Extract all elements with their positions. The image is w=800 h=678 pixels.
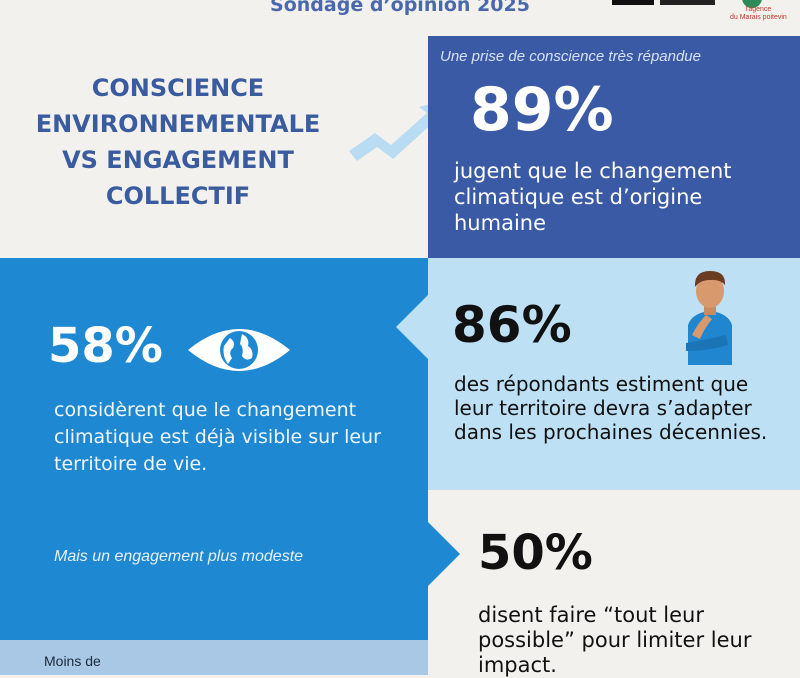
tagline-engagement: Mais un engagement plus modeste [54,548,304,565]
stat-58-text: considèrent que le changement climatique… [54,399,381,475]
stat-58-panel [0,258,428,640]
tagline-awareness: Une prise de conscience très répandue [440,48,701,65]
stat-50-panel [428,490,800,675]
stat-86-text: des répondants estiment que leur territo… [454,372,768,444]
panel-pointer [396,295,428,359]
trend-arrow-icon [349,99,449,161]
stat-89-panel [428,36,800,258]
stat-86-panel [428,258,800,490]
partner-logo [660,0,715,5]
stat-89-text: jugent que le changement climatique est … [454,159,732,235]
agency-logo-text: l'agence du Marais poitevin [730,6,787,21]
bottom-panel [0,640,428,675]
agency-logo-icon [742,0,762,8]
thinking-person-icon [686,271,732,365]
panel-pointer [428,522,460,586]
eye-earth-icon [188,329,290,371]
header-band [0,0,800,36]
stat-89-percent: 89% [470,75,614,145]
bottom-text: Moins de [44,653,101,669]
stat-50-text: disent faire “tout leur possible” pour l… [478,603,752,677]
stat-50-percent: 50% [478,525,593,581]
stat-58-percent: 58% [48,318,163,374]
survey-title: Sondage d’opinion 2025 [270,0,530,16]
headline: CONSCIENCE ENVIRONNEMENTALE VS ENGAGEMEN… [35,74,321,210]
stat-86-percent: 86% [452,296,572,354]
partner-logo [612,0,654,5]
